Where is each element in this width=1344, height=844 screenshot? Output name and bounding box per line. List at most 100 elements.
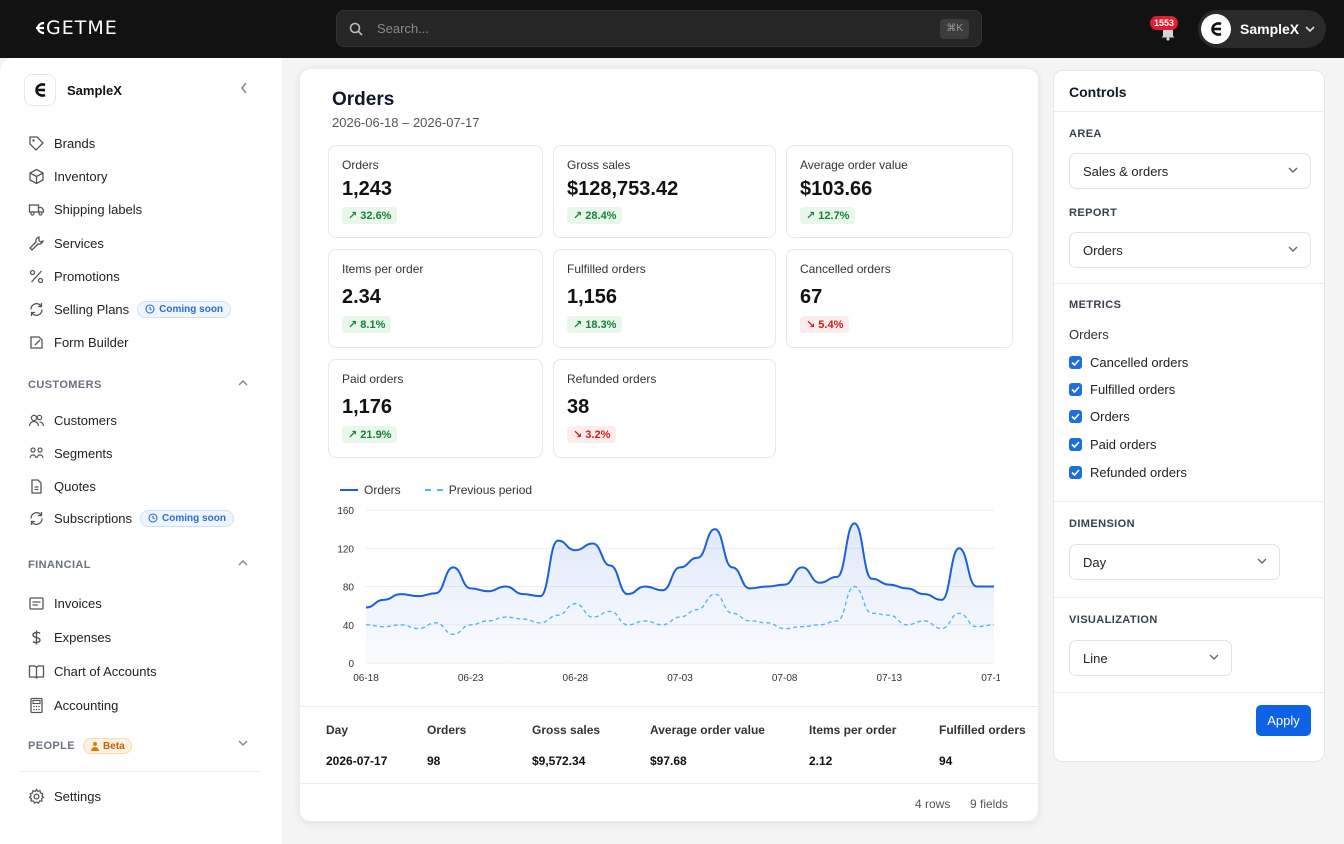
beta-badge: Beta <box>83 738 132 754</box>
kpi-card-paid-orders[interactable]: Paid orders 1,176 ↗ 21.9% <box>328 359 543 458</box>
sidebar-item-selling-plans[interactable]: Selling Plans Coming soon <box>28 298 232 320</box>
section-title: PEOPLE <box>28 740 76 752</box>
section-title: CUSTOMERS <box>28 379 102 391</box>
report-label: REPORT <box>1069 207 1118 219</box>
sidebar-item-chart-of-accounts[interactable]: Chart of Accounts <box>28 660 157 682</box>
column-header-orders[interactable]: Orders <box>427 723 467 737</box>
sidebar-item-customers[interactable]: Customers <box>28 409 117 431</box>
kpi-card-average-order-value[interactable]: Average order value $103.66 ↗ 12.7% <box>786 145 1013 238</box>
legend-swatch-orders <box>340 489 358 491</box>
metric-orders[interactable]: Orders <box>1069 408 1130 424</box>
user-menu[interactable]: SampleX <box>1198 10 1326 48</box>
metric-cancelled-orders[interactable]: Cancelled orders <box>1069 354 1188 370</box>
series-line-orders <box>365 522 994 609</box>
checkbox-checked[interactable] <box>1069 409 1082 423</box>
sidebar-item-shipping-labels[interactable]: Shipping labels <box>28 198 142 220</box>
sidebar-item-expenses[interactable]: Expenses <box>28 626 111 648</box>
column-header-items-per-order[interactable]: Items per order <box>809 723 897 737</box>
sidebar-item-form-builder[interactable]: Form Builder <box>28 331 128 353</box>
kpi-label: Paid orders <box>342 372 404 386</box>
controls-divider <box>1054 111 1324 112</box>
kpi-label: Average order value <box>800 158 908 172</box>
table-cell: 94 <box>939 754 953 768</box>
section-people[interactable]: PEOPLE Beta <box>28 738 248 754</box>
search-bar[interactable]: ⌘K <box>336 10 982 47</box>
checkbox-checked[interactable] <box>1069 437 1082 451</box>
sidebar-item-settings[interactable]: Settings <box>28 785 101 807</box>
logo-icon <box>36 21 45 35</box>
clock-icon <box>148 513 158 523</box>
field-count: 9 fields <box>970 797 1009 811</box>
section-financial[interactable]: FINANCIAL <box>28 557 248 573</box>
avatar <box>1201 14 1231 44</box>
book-icon <box>28 664 45 679</box>
sidebar-divider <box>20 771 260 772</box>
check-icon <box>1071 385 1080 393</box>
sidebar-item-subscriptions[interactable]: Subscriptions Coming soon <box>28 507 234 529</box>
metric-fulfilled-orders[interactable]: Fulfilled orders <box>1069 381 1175 397</box>
table-cell: $9,572.34 <box>532 754 586 768</box>
table-cell: 2026-07-17 <box>326 754 388 768</box>
sidebar-item-inventory[interactable]: Inventory <box>28 165 107 187</box>
section-customers[interactable]: CUSTOMERS <box>28 377 248 393</box>
notifications-button[interactable]: 1553 <box>1150 16 1182 44</box>
checkbox-checked[interactable] <box>1069 355 1082 369</box>
kpi-card-orders[interactable]: Orders 1,243 ↗ 32.6% <box>328 145 543 238</box>
kpi-label: Fulfilled orders <box>567 262 646 276</box>
report-select-value: Orders <box>1083 242 1123 258</box>
column-header-gross-sales[interactable]: Gross sales <box>532 723 601 737</box>
dimension-label: DIMENSION <box>1069 518 1135 530</box>
controls-divider <box>1054 692 1324 693</box>
box-icon <box>29 168 44 184</box>
kpi-card-gross-sales[interactable]: Gross sales $128,753.42 ↗ 28.4% <box>553 145 776 238</box>
sidebar-item-accounting[interactable]: Accounting <box>28 694 118 716</box>
check-icon <box>1071 412 1080 420</box>
kpi-card-cancelled-orders[interactable]: Cancelled orders 67 ↘ 5.4% <box>786 249 1013 348</box>
kpi-value: 2.34 <box>342 286 381 308</box>
kpi-card-items-per-order[interactable]: Items per order 2.34 ↗ 8.1% <box>328 249 543 348</box>
metric-refunded-orders[interactable]: Refunded orders <box>1069 464 1187 480</box>
report-select[interactable]: Orders <box>1069 232 1311 268</box>
kpi-label: Items per order <box>342 262 424 276</box>
sidebar-item-services[interactable]: Services <box>28 232 104 254</box>
area-select[interactable]: Sales & orders <box>1069 153 1311 189</box>
legend-label-orders[interactable]: Orders <box>364 483 401 497</box>
metric-label: Paid orders <box>1090 436 1157 452</box>
checkbox-checked[interactable] <box>1069 465 1082 479</box>
apply-button[interactable]: Apply <box>1256 705 1311 736</box>
sidebar-item-segments[interactable]: Segments <box>28 442 113 464</box>
dimension-select[interactable]: Day <box>1069 544 1280 580</box>
coming-soon-badge: Coming soon <box>137 300 232 318</box>
sidebar-item-invoices[interactable]: Invoices <box>28 592 102 614</box>
column-header-day[interactable]: Day <box>326 723 349 737</box>
collapse-sidebar-icon[interactable] <box>240 82 248 94</box>
kpi-card-fulfilled-orders[interactable]: Fulfilled orders 1,156 ↗ 18.3% <box>553 249 776 348</box>
brand-icon <box>1211 22 1222 36</box>
visualization-select[interactable]: Line <box>1069 640 1232 676</box>
workspace-switcher[interactable]: SampleX <box>24 74 258 106</box>
area-label: AREA <box>1069 128 1102 140</box>
kpi-card-refunded-orders[interactable]: Refunded orders 38 ↘ 3.2% <box>553 359 776 458</box>
sidebar-item-label: Shipping labels <box>54 201 143 217</box>
metric-paid-orders[interactable]: Paid orders <box>1069 436 1156 452</box>
column-header-average-order-value[interactable]: Average order value <box>650 723 765 737</box>
x-tick-label: 06-18 <box>353 673 379 684</box>
sidebar-item-promotions[interactable]: Promotions <box>28 265 120 287</box>
sidebar-item-brands[interactable]: Brands <box>28 132 95 154</box>
legend-label-previous[interactable]: Previous period <box>448 483 533 497</box>
sidebar: SampleX Brands Inventory Shipping labels… <box>0 58 282 844</box>
section-title: FINANCIAL <box>28 559 91 571</box>
chevron-up-icon <box>238 379 248 386</box>
visualization-select-value: Line <box>1083 650 1108 666</box>
checkbox-checked[interactable] <box>1069 382 1082 396</box>
tag-icon <box>29 135 44 151</box>
sidebar-item-label: Inventory <box>54 168 108 184</box>
sidebar-item-quotes[interactable]: Quotes <box>28 475 96 497</box>
logo[interactable]: GETME <box>32 17 118 39</box>
column-header-fulfilled-orders[interactable]: Fulfilled orders <box>939 723 1026 737</box>
sidebar-item-label: Selling Plans <box>54 301 130 317</box>
dimension-select-value: Day <box>1083 554 1107 570</box>
sidebar-item-label: Expenses <box>54 629 112 645</box>
brand-icon <box>35 83 46 97</box>
search-input[interactable] <box>377 21 897 36</box>
